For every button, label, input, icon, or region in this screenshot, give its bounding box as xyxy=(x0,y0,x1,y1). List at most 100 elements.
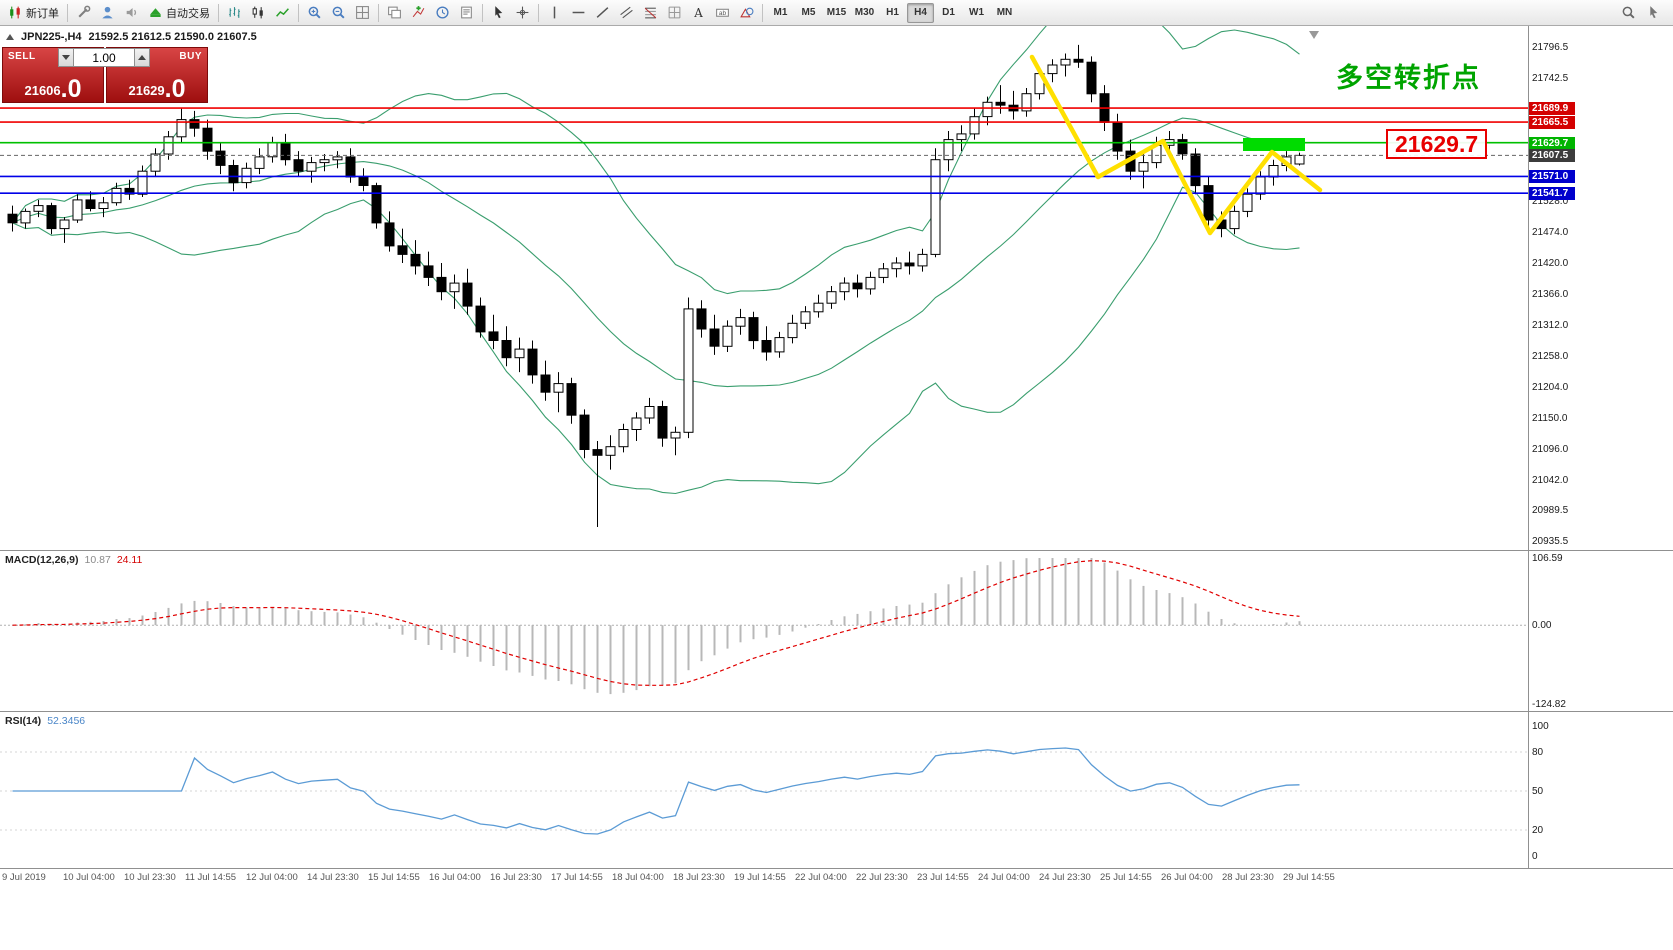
tools-button[interactable] xyxy=(72,3,95,23)
tile-windows-button[interactable] xyxy=(351,3,374,23)
cursor-button[interactable] xyxy=(487,3,510,23)
timeframe-m5-button[interactable]: M5 xyxy=(801,7,816,18)
time-axis-label: 10 Jul 23:30 xyxy=(124,872,176,883)
candle-body xyxy=(59,219,70,230)
panel-separator[interactable] xyxy=(0,868,1673,869)
candle-body xyxy=(436,276,447,293)
timeframe-mn-button[interactable]: MN xyxy=(996,7,1013,18)
channel-icon xyxy=(620,6,633,19)
candle-body xyxy=(423,265,434,278)
candle-body xyxy=(683,308,694,433)
tools-icon xyxy=(78,5,91,18)
period-button[interactable] xyxy=(431,3,454,23)
shapes-button[interactable] xyxy=(735,3,758,23)
channel-button[interactable] xyxy=(615,3,638,23)
macd-indicator-label: MACD(12,26,9) 10.87 24.11 xyxy=(5,554,143,566)
candle-body xyxy=(1294,154,1305,165)
time-axis-label: 29 Jul 14:55 xyxy=(1283,872,1335,883)
vertical-line-button[interactable] xyxy=(543,3,566,23)
volume-increase-button[interactable] xyxy=(134,48,150,67)
new-order-button[interactable]: 新订单 xyxy=(4,3,63,23)
autotrading-icon xyxy=(150,8,161,17)
time-axis-label: 18 Jul 23:30 xyxy=(673,872,725,883)
price-line-tag: 21571.0 xyxy=(1529,170,1575,183)
timeframe-m1-button[interactable]: M1 xyxy=(773,7,788,18)
time-axis-label: 23 Jul 14:55 xyxy=(917,872,969,883)
windows-button[interactable] xyxy=(383,3,406,23)
timeframe-m15-button[interactable]: M15 xyxy=(826,7,847,18)
panel-separator[interactable] xyxy=(0,550,1673,551)
grid-icon xyxy=(668,6,681,19)
timeframe-m30-button[interactable]: M30 xyxy=(854,7,875,18)
price-axis-tick: 21474.0 xyxy=(1532,227,1569,238)
fibonacci-button[interactable] xyxy=(639,3,662,23)
candle-body xyxy=(943,139,954,161)
time-axis-label: 10 Jul 04:00 xyxy=(63,872,115,883)
macd-panel-canvas[interactable] xyxy=(0,551,1528,711)
price-line-tag: 21689.9 xyxy=(1529,102,1575,115)
candle-body xyxy=(618,429,629,448)
search-button[interactable] xyxy=(1617,3,1640,23)
candle-body xyxy=(163,136,174,155)
timeframe-w1-button[interactable]: W1 xyxy=(969,7,984,18)
text-button[interactable]: A xyxy=(687,3,710,23)
panel-separator[interactable] xyxy=(0,711,1673,712)
volume-input[interactable] xyxy=(74,48,134,67)
time-axis-label: 22 Jul 23:30 xyxy=(856,872,908,883)
grid-button[interactable] xyxy=(663,3,686,23)
volume-dropdown-button[interactable] xyxy=(58,48,74,67)
candle-body xyxy=(566,383,577,416)
zoom-in-button[interactable] xyxy=(303,3,326,23)
bollinger-band[interactable] xyxy=(12,186,1300,495)
candle-body xyxy=(1229,210,1240,230)
rsi-axis-tick: 0 xyxy=(1532,851,1538,862)
sell-button[interactable]: SELL 21606.0 xyxy=(2,47,104,103)
candle-body xyxy=(501,340,512,359)
label-button[interactable]: ab xyxy=(711,3,734,23)
highlight-rectangle[interactable] xyxy=(1243,138,1305,151)
text-icon: A xyxy=(693,6,703,20)
bollinger-band[interactable] xyxy=(12,26,1300,295)
candle-body xyxy=(111,187,122,204)
timeframe-h4-button[interactable]: H4 xyxy=(907,2,934,23)
alerts-icon xyxy=(126,8,137,17)
svg-text:A: A xyxy=(693,6,703,20)
trendline-button[interactable] xyxy=(591,3,614,23)
rsi-panel-canvas[interactable] xyxy=(0,712,1528,868)
templates-button[interactable] xyxy=(455,3,478,23)
zoom-out-icon xyxy=(332,6,345,19)
price-callout-box[interactable]: 21629.7 xyxy=(1386,129,1488,159)
bollinger-band[interactable] xyxy=(12,117,1300,388)
timeframe-h1-button[interactable]: H1 xyxy=(886,7,899,18)
vertical-line-icon xyxy=(553,6,556,19)
profile-button[interactable] xyxy=(96,3,119,23)
zoom-out-button[interactable] xyxy=(327,3,350,23)
horizontal-line-button[interactable] xyxy=(567,3,590,23)
time-axis-label: 15 Jul 14:55 xyxy=(368,872,420,883)
symbol-name: JPN225-,H4 xyxy=(21,31,82,43)
indicators-button[interactable] xyxy=(407,3,430,23)
bar-chart-button[interactable] xyxy=(223,3,246,23)
timeframe-d1-button[interactable]: D1 xyxy=(942,7,955,18)
line-chart-button[interactable] xyxy=(271,3,294,23)
candle-body xyxy=(228,165,239,184)
one-click-toggle-icon[interactable] xyxy=(6,34,14,40)
main-chart-canvas[interactable] xyxy=(0,26,1528,550)
chart-shift-marker[interactable] xyxy=(1309,31,1319,39)
alerts-button[interactable] xyxy=(120,3,143,23)
candlestick-chart-button[interactable] xyxy=(247,3,270,23)
pointer-button[interactable] xyxy=(1642,3,1665,23)
zigzag-annotation[interactable] xyxy=(1029,54,1323,236)
candle-body xyxy=(657,406,668,439)
candle-body xyxy=(1086,61,1097,95)
candle-body xyxy=(371,185,382,224)
chinese-annotation-text[interactable]: 多空转折点 xyxy=(1336,63,1481,93)
rsi-axis-tick: 20 xyxy=(1532,825,1544,836)
autotrading-button[interactable]: 自动交易 xyxy=(144,3,214,23)
candle-body xyxy=(150,153,161,172)
time-axis-label: 24 Jul 04:00 xyxy=(978,872,1030,883)
candle-body xyxy=(1177,139,1188,155)
crosshair-button[interactable] xyxy=(511,3,534,23)
chevron-up-icon xyxy=(138,55,146,60)
